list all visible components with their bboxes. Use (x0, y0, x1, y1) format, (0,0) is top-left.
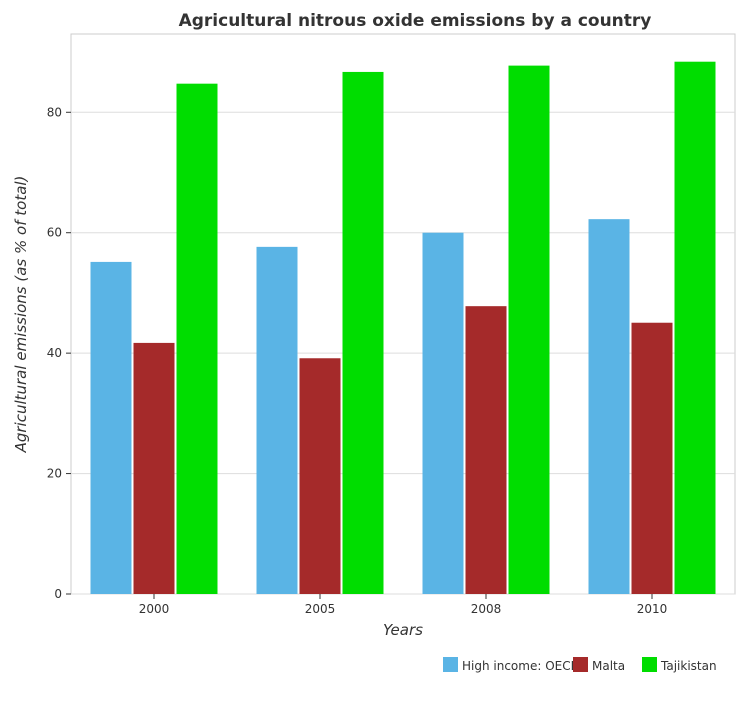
x-axis-ticks: 2000 2005 2008 2010 (139, 594, 668, 616)
y-tick-label: 40 (47, 346, 62, 360)
x-tick-label: 2000 (139, 602, 170, 616)
x-tick-label: 2008 (471, 602, 502, 616)
y-tick-label: 60 (47, 226, 62, 240)
y-tick-label: 20 (47, 467, 62, 481)
bar (508, 65, 550, 594)
y-tick-label: 80 (47, 105, 62, 119)
bar (674, 61, 716, 595)
bar (631, 322, 673, 594)
chart-title: Agricultural nitrous oxide emissions by … (179, 11, 652, 31)
x-axis-label: Years (383, 621, 423, 639)
bar (588, 219, 630, 594)
bar (176, 83, 218, 594)
y-axis-ticks: 0 20 40 60 80 (47, 105, 71, 601)
bar (465, 306, 507, 594)
legend-swatch (443, 657, 458, 672)
legend-label: High income: OECD (462, 659, 580, 673)
legend-label: Malta (592, 659, 625, 673)
legend-label: Tajikistan (660, 659, 717, 673)
bar (256, 246, 298, 594)
bar (422, 232, 464, 595)
legend: High income: OECD Malta Tajikistan (443, 657, 717, 673)
y-axis-label: Agricultural emissions (as % of total) (12, 176, 30, 454)
bar (299, 358, 341, 594)
x-tick-label: 2010 (637, 602, 668, 616)
bar (133, 342, 175, 594)
bar (342, 71, 384, 594)
legend-swatch (573, 657, 588, 672)
x-tick-label: 2005 (305, 602, 336, 616)
bars (90, 61, 716, 595)
legend-swatch (642, 657, 657, 672)
bar (90, 261, 132, 594)
y-tick-label: 0 (54, 587, 62, 601)
